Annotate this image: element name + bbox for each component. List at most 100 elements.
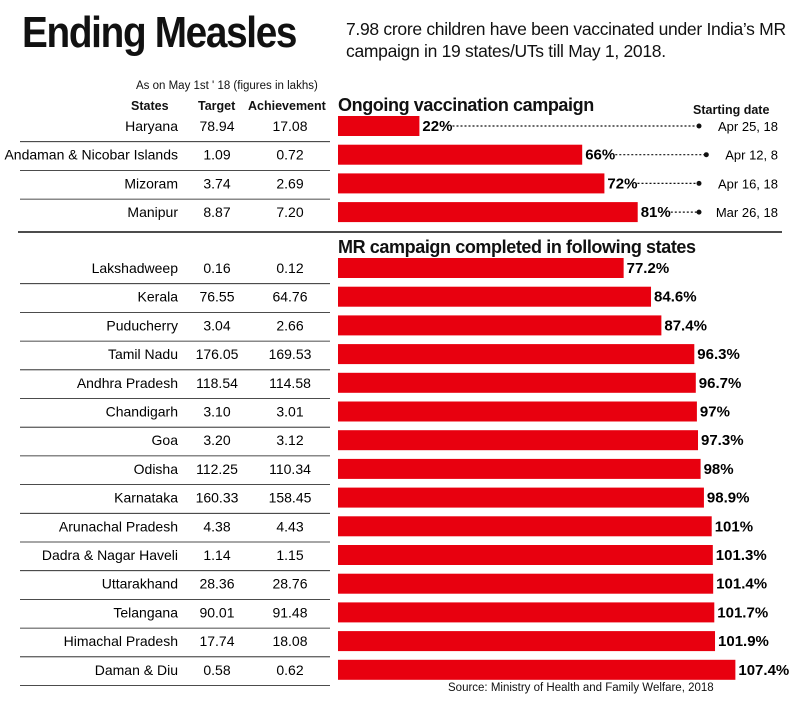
target-value: 3.04	[203, 317, 230, 333]
achievement-value: 2.66	[276, 317, 303, 333]
target-value: 3.10	[203, 404, 230, 420]
state-name: Puducherry	[106, 317, 178, 333]
achievement-value: 1.15	[276, 547, 303, 563]
bar-value-label: 101.9%	[718, 633, 769, 650]
state-name: Lakshadweep	[92, 260, 179, 276]
bar-value-label: 98%	[704, 461, 734, 478]
achievement-value: 110.34	[269, 461, 311, 477]
target-value: 90.01	[199, 604, 234, 620]
bar-value-label: 87.4%	[664, 317, 707, 334]
bar-value-label: 96.7%	[699, 375, 742, 392]
achievement-value: 28.76	[272, 576, 307, 592]
target-value: 160.33	[196, 490, 239, 506]
starting-date: Mar 26, 18	[716, 205, 778, 220]
target-value: 8.87	[203, 204, 230, 220]
achievement-value: 17.08	[272, 118, 307, 134]
bar-value-label: 101%	[715, 518, 753, 535]
target-value: 0.16	[203, 260, 230, 276]
bar-value-label: 22%	[422, 118, 452, 135]
target-value: 3.20	[203, 432, 230, 448]
bar	[338, 401, 697, 422]
target-value: 1.09	[203, 147, 230, 163]
state-name: Dadra & Nagar Haveli	[42, 547, 178, 563]
bar	[338, 286, 652, 307]
column-header-achievement: Achievement	[248, 99, 326, 113]
achievement-value: 64.76	[272, 289, 307, 305]
state-name: Daman & Diu	[95, 662, 178, 678]
bar-value-label: 81%	[641, 204, 671, 221]
achievement-value: 158.45	[269, 490, 312, 506]
bar	[338, 173, 605, 194]
target-value: 17.74	[199, 633, 234, 649]
target-value: 78.94	[199, 118, 234, 134]
bar	[338, 602, 715, 623]
state-name: Haryana	[125, 118, 178, 134]
bar	[338, 430, 699, 451]
state-name: Himachal Pradesh	[64, 633, 178, 649]
achievement-value: 3.12	[276, 432, 303, 448]
state-name: Andaman & Nicobar Islands	[4, 147, 178, 163]
state-name: Odisha	[134, 461, 179, 477]
achievement-value: 4.43	[276, 518, 303, 534]
target-value: 176.05	[196, 346, 239, 362]
bar	[338, 144, 583, 165]
state-name: Telangana	[113, 604, 178, 620]
achievement-value: 0.72	[276, 147, 303, 163]
date-leader-dot	[696, 180, 702, 186]
state-name: Karnataka	[114, 490, 178, 506]
achievement-value: 7.20	[276, 204, 303, 220]
bar-value-label: 107.4%	[738, 662, 789, 679]
column-header-starting-date: Starting date	[693, 103, 770, 117]
state-name: Arunachal Pradesh	[59, 518, 178, 534]
bar-value-label: 97.3%	[701, 432, 744, 449]
achievement-value: 114.58	[269, 375, 311, 391]
source-note: Source: Ministry of Health and Family We…	[448, 682, 714, 694]
target-value: 1.14	[203, 547, 230, 563]
bar-value-label: 72%	[607, 175, 637, 192]
bar	[338, 545, 713, 565]
target-value: 76.55	[199, 289, 234, 305]
target-value: 28.36	[199, 576, 234, 592]
subtitle: 7.98 crore children have been vaccinated…	[346, 19, 786, 61]
bar-value-label: 77.2%	[627, 260, 670, 277]
state-name: Goa	[152, 432, 179, 448]
section-title-ongoing: Ongoing vaccination campaign	[338, 95, 594, 115]
target-value: 0.58	[203, 662, 230, 678]
achievement-value: 169.53	[269, 346, 312, 362]
state-name: Kerala	[138, 289, 179, 305]
state-name: Andhra Pradesh	[77, 375, 178, 391]
bar-value-label: 66%	[585, 147, 615, 164]
state-name: Chandigarh	[106, 404, 178, 420]
bar	[338, 258, 624, 278]
bar	[338, 372, 696, 393]
achievement-value: 3.01	[276, 404, 303, 420]
achievement-value: 18.08	[272, 633, 307, 649]
bar	[338, 202, 638, 223]
date-leader-dot	[703, 152, 709, 158]
achievement-value: 91.48	[272, 604, 307, 620]
bar-value-label: 97%	[700, 404, 730, 421]
target-value: 112.25	[196, 461, 238, 477]
date-leader-dot	[696, 209, 702, 215]
state-name: Uttarakhand	[102, 576, 178, 592]
bar-value-label: 84.6%	[654, 289, 697, 306]
bar	[338, 487, 704, 508]
target-value: 118.54	[196, 375, 238, 391]
bar	[338, 315, 662, 336]
state-name: Tamil Nadu	[108, 346, 178, 362]
bar-value-label: 101.3%	[716, 547, 767, 564]
target-value: 4.38	[203, 518, 230, 534]
units-note: As on May 1st ' 18 (figures in lakhs)	[136, 80, 318, 92]
bar	[338, 659, 736, 680]
page-title: Ending Measles	[22, 8, 297, 57]
bar-value-label: 98.9%	[707, 490, 750, 507]
achievement-value: 2.69	[276, 175, 303, 191]
bar	[338, 631, 716, 652]
bar	[338, 516, 712, 537]
bar	[338, 116, 420, 136]
achievement-value: 0.12	[276, 260, 303, 276]
bar-value-label: 101.7%	[717, 604, 768, 621]
bar	[338, 458, 701, 479]
bar-value-label: 96.3%	[697, 346, 740, 363]
starting-date: Apr 25, 18	[718, 119, 778, 134]
